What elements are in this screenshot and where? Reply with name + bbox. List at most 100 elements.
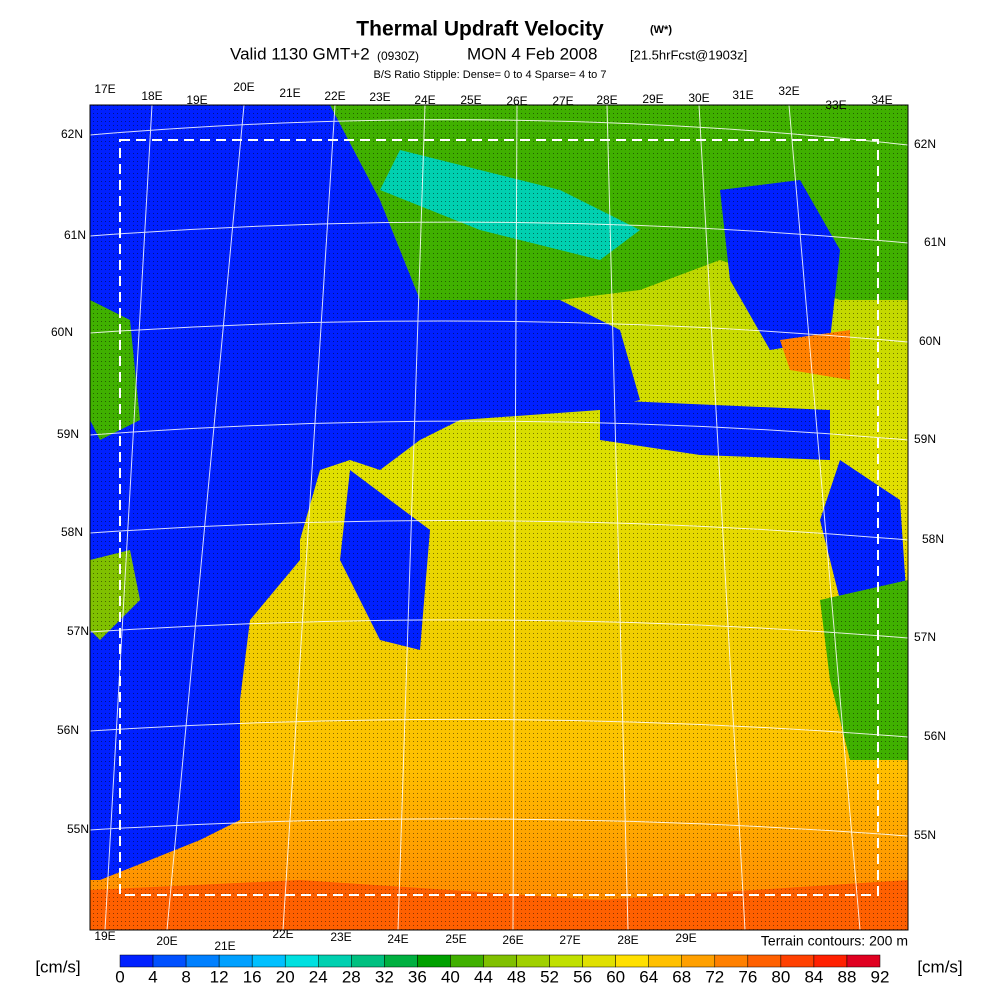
subtitle-forecast: [21.5hrFcst@1903z] [630, 47, 747, 62]
title-note: (W*) [650, 24, 672, 36]
colorbar-swatch [516, 954, 550, 968]
lat-label: 55N [67, 822, 89, 836]
lon-label: 32E [778, 84, 799, 98]
lon-label: 19E [94, 929, 115, 943]
terrain-note: Terrain contours: 200 m [761, 933, 908, 949]
colorbar-swatch [450, 954, 484, 968]
lon-label: 34E [871, 93, 892, 107]
colorbar-swatch [119, 954, 154, 968]
colorbar-label: 84 [804, 967, 823, 986]
lon-label: 27E [559, 933, 580, 947]
lon-label: 27E [552, 94, 573, 108]
colorbar-label: 72 [705, 967, 724, 986]
lat-label: 61N [924, 235, 946, 249]
lon-label: 33E [825, 98, 846, 112]
lon-label: 21E [279, 86, 300, 100]
colorbar-label: 28 [342, 967, 361, 986]
colorbar-swatch [813, 954, 848, 968]
colorbar-label: 48 [507, 967, 526, 986]
colorbar-swatch [152, 954, 187, 968]
lon-label: 17E [94, 82, 115, 96]
colorbar: 0 4 8 12 16 20 24 28 32 36 40 44 48 52 56 60 64 68 72 76 80 8… [115, 954, 890, 986]
colorbar-label: 40 [441, 967, 460, 986]
colorbar-label: 60 [606, 967, 625, 986]
colorbar-swatch [218, 954, 253, 968]
colorbar-swatch [351, 954, 385, 968]
colorbar-label: 88 [837, 967, 856, 986]
lon-label: 23E [330, 930, 351, 944]
colorbar-label: 68 [672, 967, 691, 986]
lon-label: 18E [141, 89, 162, 103]
lat-label: 56N [924, 729, 946, 743]
unit-right: [cm/s] [917, 957, 962, 976]
colorbar-label: 52 [540, 967, 559, 986]
colorbar-label: 0 [115, 967, 124, 986]
colorbar-swatch [417, 954, 451, 968]
lon-label: 29E [675, 931, 696, 945]
colorbar-label: 32 [375, 967, 394, 986]
colorbar-label: 20 [276, 967, 295, 986]
colorbar-swatch [185, 954, 220, 968]
colorbar-swatch [549, 954, 583, 968]
colorbar-swatch [648, 954, 682, 968]
lon-label: 21E [214, 939, 235, 953]
lon-label: 20E [156, 934, 177, 948]
stipple-note: B/S Ratio Stipple: Dense= 0 to 4 Sparse=… [374, 69, 607, 81]
colorbar-label: 80 [771, 967, 790, 986]
lat-label: 58N [61, 525, 83, 539]
colorbar-label: 56 [573, 967, 592, 986]
colorbar-label: 4 [148, 967, 157, 986]
lon-label: 22E [324, 89, 345, 103]
domain-box [119, 139, 879, 896]
lat-label: 60N [919, 334, 941, 348]
lon-label: 30E [688, 91, 709, 105]
lon-label: 31E [732, 88, 753, 102]
title: Thermal Updraft Velocity [356, 18, 604, 41]
lat-label: 62N [61, 127, 83, 141]
colorbar-swatch [483, 954, 517, 968]
colorbar-label: 76 [738, 967, 757, 986]
lat-label: 57N [67, 624, 89, 638]
colorbar-label: 12 [210, 967, 229, 986]
lat-label: 55N [914, 828, 936, 842]
lon-label: 26E [502, 933, 523, 947]
subtitle-valid: Valid 1130 GMT+2 [230, 44, 370, 63]
colorbar-swatch [846, 954, 881, 968]
stipple [90, 105, 908, 930]
colorbar-swatch [251, 954, 286, 968]
colorbar-swatch [714, 954, 749, 968]
lon-label: 22E [272, 927, 293, 941]
colorbar-swatch [747, 954, 782, 968]
lat-label: 56N [57, 723, 79, 737]
colorbar-label: 92 [871, 967, 890, 986]
graticule [89, 104, 909, 931]
colorbar-swatch [681, 954, 716, 968]
lat-label: 57N [914, 630, 936, 644]
colorbar-label: 44 [474, 967, 493, 986]
subtitle-utc: (0930Z) [377, 49, 419, 63]
lon-label: 19E [186, 93, 207, 107]
map [89, 104, 909, 931]
unit-left: [cm/s] [35, 957, 80, 976]
colorbar-swatch [384, 954, 418, 968]
lon-label: 25E [460, 93, 481, 107]
lon-label: 25E [445, 932, 466, 946]
lon-label: 24E [414, 93, 435, 107]
lat-label: 59N [914, 432, 936, 446]
lat-label: 62N [914, 137, 936, 151]
lon-label: 28E [596, 93, 617, 107]
colorbar-label: 16 [243, 967, 262, 986]
lat-label: 59N [57, 427, 79, 441]
lon-label: 20E [233, 80, 254, 94]
subtitle-date: MON 4 Feb 2008 [467, 44, 597, 63]
lat-label: 60N [51, 325, 73, 339]
colorbar-label: 8 [181, 967, 190, 986]
colorbar-swatch [615, 954, 649, 968]
colorbar-label: 24 [309, 967, 328, 986]
lat-label: 61N [64, 228, 86, 242]
colorbar-swatch [780, 954, 815, 968]
lon-label: 29E [642, 92, 663, 106]
lat-label: 58N [922, 532, 944, 546]
lon-label: 24E [387, 932, 408, 946]
